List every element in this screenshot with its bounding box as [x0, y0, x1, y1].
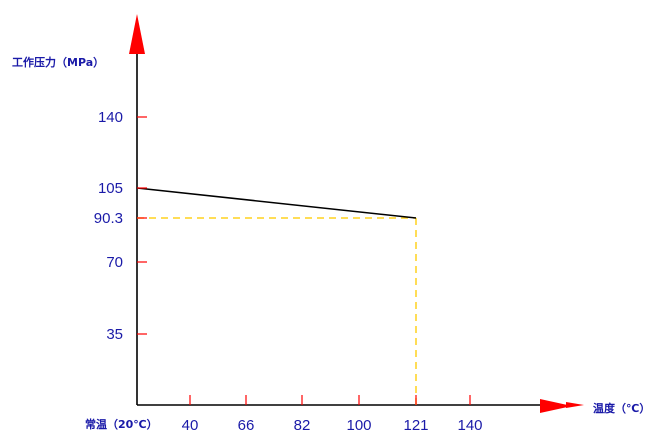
x-tick-label: 140 — [457, 417, 482, 434]
series-group — [136, 187, 417, 219]
x-axis-arrow-head — [540, 399, 572, 413]
y-tick-label: 105 — [98, 180, 123, 197]
x-tick-label: 100 — [346, 417, 371, 434]
y-tick-label: 140 — [98, 109, 123, 126]
y-tick-label: 70 — [106, 254, 123, 271]
y-tick-label: 35 — [106, 326, 123, 343]
label-group: 工作压力（MPa） 温度（℃） 常温（20℃） 35 70 90.3 105 140 40… — [12, 55, 647, 434]
tick-group — [137, 116, 471, 405]
x-tick-label: 121 — [403, 417, 428, 434]
guide-lines — [137, 217, 417, 405]
x-tick-label: 82 — [294, 417, 311, 434]
y-axis-title: 工作压力（MPa） — [12, 55, 104, 69]
x-axis-title: 温度（℃） — [593, 401, 647, 415]
x-tick-label: 66 — [238, 417, 255, 434]
axes — [129, 14, 584, 413]
x-origin-label: 常温（20℃） — [85, 417, 158, 431]
x-axis-arrow-tail — [566, 402, 584, 408]
x-tick-label: 40 — [182, 417, 199, 434]
series-line — [136, 187, 417, 219]
y-tick-label: 90.3 — [94, 210, 123, 227]
y-axis-arrow — [129, 14, 145, 54]
